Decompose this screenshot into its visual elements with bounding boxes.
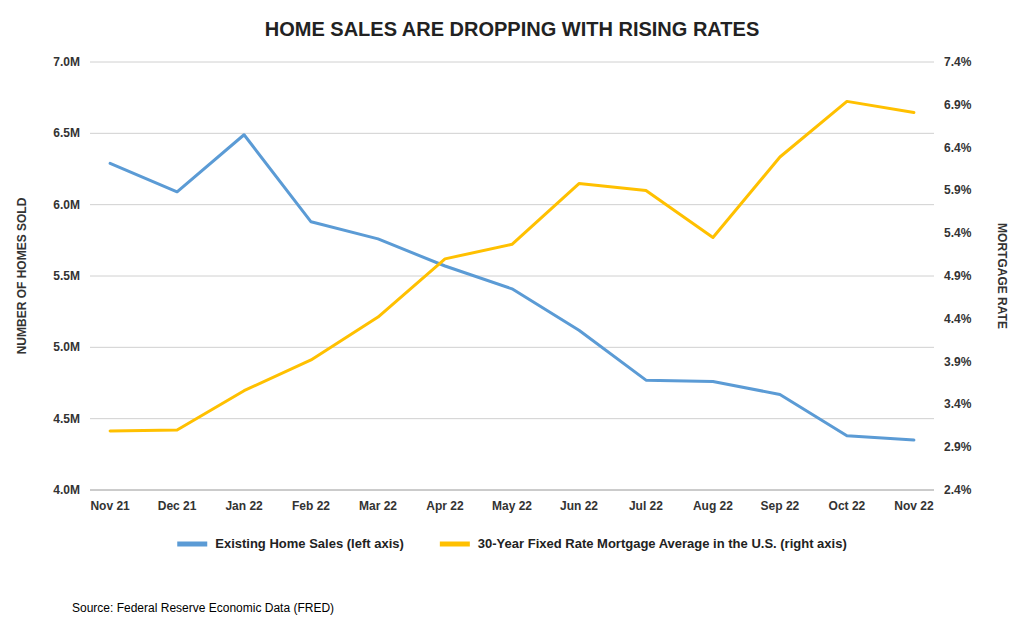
y-axis-label: NUMBER OF HOMES SOLD xyxy=(15,197,29,354)
series-line xyxy=(110,101,914,431)
y2-tick-label: 5.4% xyxy=(944,226,972,240)
y-tick-label: 6.0M xyxy=(53,198,80,212)
background xyxy=(0,0,1024,633)
y-tick-label: 5.0M xyxy=(53,340,80,354)
x-tick-label: Dec 21 xyxy=(158,499,197,513)
y2-tick-label: 4.9% xyxy=(944,269,972,283)
title: HOME SALES ARE DROPPING WITH RISING RATE… xyxy=(265,18,759,40)
grid xyxy=(90,62,934,490)
y2-tick-label: 5.9% xyxy=(944,183,972,197)
x-tick-label: Jul 22 xyxy=(629,499,663,513)
y-tick-label: 4.0M xyxy=(53,483,80,497)
x-tick-label: Oct 22 xyxy=(829,499,866,513)
y2-tick-label: 6.9% xyxy=(944,98,972,112)
legend-label: Existing Home Sales (left axis) xyxy=(215,536,404,551)
grid-line xyxy=(90,62,934,63)
y2-tick-label: 3.4% xyxy=(944,397,972,411)
source-note: Source: Federal Reserve Economic Data (F… xyxy=(72,601,334,615)
legend-swatch xyxy=(177,542,207,547)
legend-swatch xyxy=(440,542,470,547)
x-axis-line xyxy=(90,490,934,491)
grid-line xyxy=(90,276,934,277)
x-tick-label: Feb 22 xyxy=(292,499,330,513)
x-tick-label: Jun 22 xyxy=(560,499,598,513)
y-tick-label: 7.0M xyxy=(53,55,80,69)
x-tick-label: Apr 22 xyxy=(426,499,464,513)
x-tick-label: May 22 xyxy=(492,499,532,513)
legend-label: 30-Year Fixed Rate Mortgage Average in t… xyxy=(478,536,847,551)
grid-line xyxy=(90,490,934,491)
x-tick-label: Sep 22 xyxy=(761,499,800,513)
y2-tick-label: 2.4% xyxy=(944,483,972,497)
y2-tick-label: 7.4% xyxy=(944,55,972,69)
y2-tick-label: 3.9% xyxy=(944,355,972,369)
grid-line xyxy=(90,347,934,348)
y-tick-label: 6.5M xyxy=(53,126,80,140)
y-tick-label: 4.5M xyxy=(53,412,80,426)
x-tick-label: Jan 22 xyxy=(225,499,263,513)
series-line xyxy=(110,135,914,440)
y2-tick-label: 2.9% xyxy=(944,440,972,454)
y-tick-label: 5.5M xyxy=(53,269,80,283)
series-lines xyxy=(110,101,914,440)
grid-line xyxy=(90,418,934,419)
x-tick-label: Aug 22 xyxy=(693,499,733,513)
y2-axis-label: MORTGAGE RATE xyxy=(995,223,1009,329)
legend: Existing Home Sales (left axis) 30-Year F… xyxy=(177,536,847,551)
y2-tick-label: 4.4% xyxy=(944,312,972,326)
x-tick-label: Nov 22 xyxy=(894,499,934,513)
x-tick-label: Nov 21 xyxy=(90,499,130,513)
grid-line xyxy=(90,204,934,205)
x-tick-label: Mar 22 xyxy=(359,499,397,513)
y2-tick-label: 6.4% xyxy=(944,141,972,155)
